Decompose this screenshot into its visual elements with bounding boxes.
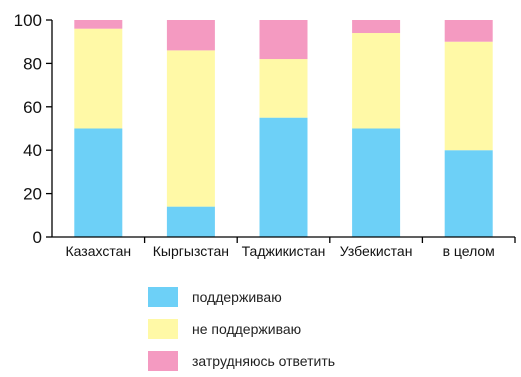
bar-segment: [259, 20, 308, 60]
legend-item-undecided: затрудняюсь ответить: [148, 345, 488, 377]
bar-segment: [166, 50, 215, 207]
y-tick-label: 40: [23, 141, 42, 160]
y-tick-label: 0: [33, 228, 42, 247]
bar-segment: [444, 41, 493, 151]
bar-segment: [166, 206, 215, 237]
legend: поддерживаю не поддерживаю затрудняюсь о…: [148, 281, 488, 377]
bars: [74, 20, 493, 237]
y-axis: 0 20 40 60 80 100: [14, 11, 53, 247]
bar-segment: [259, 59, 308, 118]
bar-segment: [259, 117, 308, 237]
bar-segment: [444, 150, 493, 237]
bar-segment: [166, 20, 215, 51]
legend-swatch: [148, 287, 178, 307]
bar-segment: [444, 20, 493, 42]
y-tick-label: 100: [14, 11, 42, 30]
x-tick-label: Таджикистан: [242, 243, 326, 259]
bar-segment: [74, 28, 123, 129]
y-tick-label: 60: [23, 98, 42, 117]
x-tick-label: Казахстан: [65, 243, 131, 259]
stacked-bar-chart: 0 20 40 60 80 100 Казахстан Кыргызстан Таджикис…: [14, 11, 516, 259]
x-axis: Казахстан Кыргызстан Таджикистан Узбекистан…: [52, 236, 516, 259]
y-tick-label: 80: [23, 54, 42, 73]
legend-label: затрудняюсь ответить: [192, 353, 336, 369]
bar-segment: [74, 20, 123, 29]
bar-segment: [352, 20, 401, 34]
bar-segment: [352, 33, 401, 129]
x-tick-label: Узбекистан: [340, 243, 413, 259]
legend-label: поддерживаю: [192, 289, 282, 305]
legend-item-supports: поддерживаю: [148, 281, 488, 313]
legend-swatch: [148, 319, 178, 339]
legend-label: не поддерживаю: [192, 321, 302, 337]
legend-swatch: [148, 351, 178, 371]
bar-segment: [352, 128, 401, 237]
bar-segment: [74, 128, 123, 237]
x-tick-label: Кыргызстан: [153, 243, 229, 259]
legend-item-not-supports: не поддерживаю: [148, 313, 488, 345]
y-tick-label: 20: [23, 185, 42, 204]
x-tick-label: в целом: [443, 243, 495, 259]
